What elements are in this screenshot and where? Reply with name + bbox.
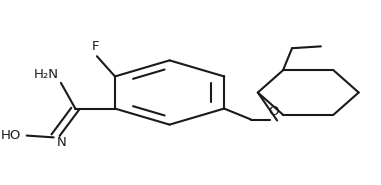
- Text: F: F: [91, 41, 99, 53]
- Text: HO: HO: [1, 129, 21, 142]
- Text: N: N: [57, 136, 67, 149]
- Text: H₂N: H₂N: [34, 68, 59, 81]
- Text: O: O: [268, 105, 279, 118]
